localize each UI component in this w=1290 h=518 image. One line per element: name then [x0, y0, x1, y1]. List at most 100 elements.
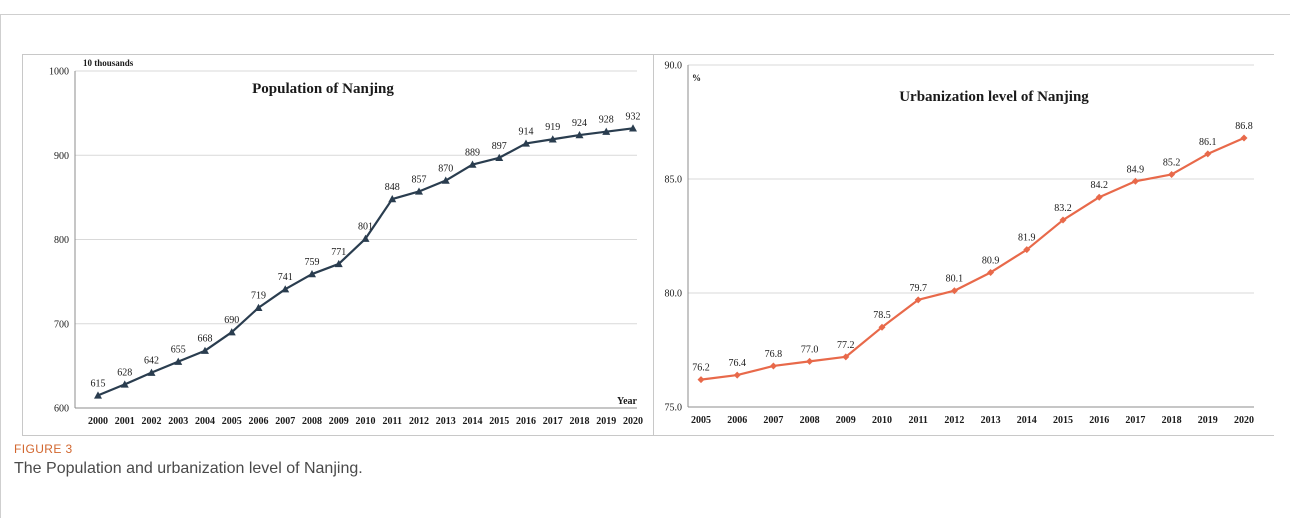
y-tick-label: 800	[54, 235, 69, 246]
x-tick-label: 2020	[1234, 415, 1254, 426]
x-tick-label: 2010	[872, 415, 892, 426]
data-label: 81.9	[1018, 233, 1036, 244]
data-label: 870	[438, 164, 453, 175]
data-point-marker	[697, 376, 705, 384]
data-label: 928	[599, 115, 614, 126]
data-label: 655	[171, 345, 186, 356]
x-tick-label: 2013	[436, 416, 456, 427]
data-label: 771	[331, 247, 346, 258]
data-label: 924	[572, 118, 587, 129]
x-tick-label: 2005	[222, 416, 242, 427]
data-label: 932	[626, 111, 641, 122]
data-label: 848	[385, 182, 400, 193]
data-label: 86.8	[1235, 121, 1253, 132]
data-label: 79.7	[909, 283, 927, 294]
data-point-marker	[254, 303, 263, 311]
data-point-marker	[950, 287, 958, 295]
x-tick-label: 2000	[88, 416, 108, 427]
data-point-marker	[495, 153, 504, 161]
data-label: 86.1	[1199, 137, 1217, 148]
data-label: 76.4	[728, 358, 746, 369]
x-tick-label: 2007	[275, 416, 295, 427]
urbanization-chart-panel: 75.0 80.0 85.0 90.0 2005 2006 2007 2008 2009 2010…	[653, 55, 1274, 435]
x-tick-label: 2008	[302, 416, 322, 427]
data-label: 741	[278, 272, 293, 283]
data-point-marker	[361, 234, 370, 242]
data-point-marker	[602, 127, 611, 135]
data-point-marker	[629, 124, 637, 132]
data-point-marker	[575, 131, 584, 139]
data-point-marker	[94, 391, 102, 399]
x-tick-label: 2002	[142, 416, 162, 427]
x-tick-label: 2003	[168, 416, 188, 427]
x-tick-label: 2007	[763, 415, 783, 426]
data-label: 857	[412, 174, 427, 185]
x-tick-label: 2001	[115, 416, 135, 427]
data-label: 801	[358, 222, 373, 233]
data-point-marker	[914, 296, 922, 304]
data-point-marker	[548, 135, 557, 143]
data-label: 628	[117, 367, 132, 378]
x-tick-label: 2011	[908, 415, 927, 426]
data-label: 719	[251, 291, 266, 302]
y-tick-label: 900	[54, 151, 69, 162]
y-tick-label: 80.0	[665, 289, 683, 300]
x-tick-label: 2016	[1089, 415, 1109, 426]
data-point-marker	[733, 371, 741, 379]
x-tick-label: 2006	[727, 415, 747, 426]
data-label: 914	[519, 126, 534, 137]
x-tick-label: 2005	[691, 415, 711, 426]
data-point-marker	[227, 328, 236, 336]
x-tick-label: 2012	[944, 415, 964, 426]
urbanization-chart: 75.0 80.0 85.0 90.0 2005 2006 2007 2008 2009 2010…	[665, 61, 1254, 426]
data-point-marker	[441, 176, 450, 184]
data-label: 897	[492, 141, 507, 152]
left-rule	[0, 14, 1, 518]
data-point-marker	[147, 368, 156, 376]
x-tick-label: 2017	[543, 416, 563, 427]
data-point-marker	[120, 380, 129, 388]
series-line	[700, 136, 1245, 381]
x-tick-label: 2009	[836, 415, 856, 426]
x-tick-label: 2015	[1053, 415, 1073, 426]
data-label: 668	[198, 334, 213, 345]
data-label: 76.8	[765, 349, 783, 360]
data-label: 80.1	[946, 274, 964, 285]
x-tick-label: 2012	[409, 416, 429, 427]
data-label: 77.2	[837, 340, 855, 351]
top-rule	[0, 14, 1290, 15]
x-axis-label: Year	[617, 396, 638, 407]
x-tick-label: 2018	[570, 416, 590, 427]
y-axis-unit-label: 10 thousands	[83, 58, 134, 68]
chart-title: Population of Nanjing	[252, 81, 394, 97]
x-tick-label: 2017	[1125, 415, 1145, 426]
population-chart: 600 700 800 900 1000 2000 2001 2002 2003 2004 2005…	[49, 58, 643, 427]
data-point-marker	[1204, 150, 1212, 158]
data-point-marker	[1095, 193, 1103, 201]
data-label: 690	[224, 315, 239, 326]
y-tick-label: 700	[54, 319, 69, 330]
x-tick-label: 2016	[516, 416, 536, 427]
x-tick-label: 2019	[596, 416, 616, 427]
data-point-marker	[468, 160, 477, 168]
figure-label: FIGURE 3	[14, 442, 73, 456]
data-point-marker	[842, 353, 850, 361]
data-label: 78.5	[873, 310, 891, 321]
x-tick-label: 2014	[463, 416, 483, 427]
data-point-marker	[388, 195, 397, 203]
x-tick-label: 2011	[383, 416, 402, 427]
data-point-marker	[1240, 134, 1248, 142]
data-point-marker	[806, 357, 814, 365]
x-tick-label: 2009	[329, 416, 349, 427]
data-point-marker	[201, 346, 209, 354]
figure-caption: The Population and urbanization level of…	[14, 460, 363, 477]
data-point-marker	[334, 259, 343, 268]
data-point-marker	[769, 362, 777, 370]
data-label: 615	[91, 378, 106, 389]
data-label: 77.0	[801, 344, 819, 355]
x-tick-label: 2013	[981, 415, 1001, 426]
data-point-marker	[1023, 246, 1031, 254]
y-tick-label: 600	[54, 404, 69, 415]
data-point-marker	[987, 268, 995, 276]
data-point-marker	[1168, 170, 1176, 178]
